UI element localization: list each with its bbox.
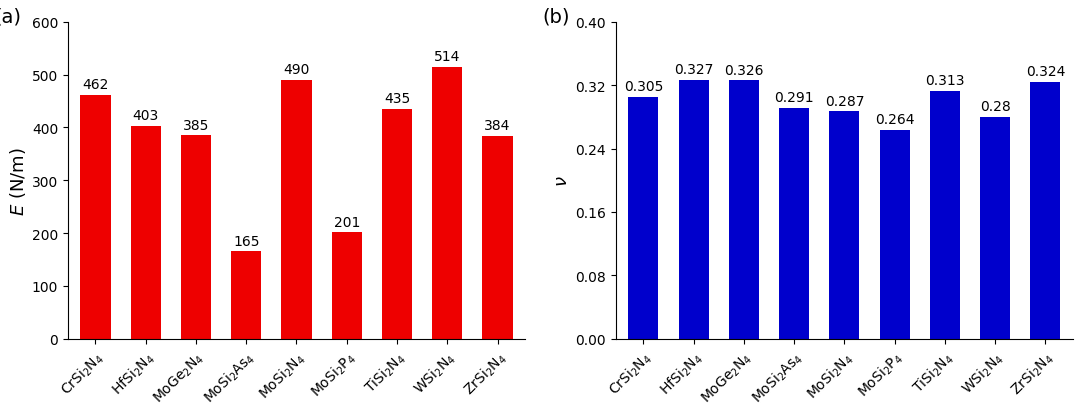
Bar xyxy=(131,126,161,339)
Text: 490: 490 xyxy=(283,63,310,77)
Bar xyxy=(980,118,1010,339)
Text: 403: 403 xyxy=(133,109,159,123)
Text: 384: 384 xyxy=(484,119,511,133)
Bar xyxy=(678,81,708,339)
Bar xyxy=(1030,83,1061,339)
Text: 0.264: 0.264 xyxy=(875,112,915,126)
Text: 201: 201 xyxy=(334,215,360,229)
Bar xyxy=(332,233,362,339)
Text: 0.305: 0.305 xyxy=(623,80,663,94)
Text: 0.327: 0.327 xyxy=(674,63,713,77)
Bar xyxy=(282,81,311,339)
Text: 0.313: 0.313 xyxy=(926,74,964,88)
Text: 0.326: 0.326 xyxy=(724,64,764,78)
Bar xyxy=(231,252,261,339)
Bar xyxy=(779,109,809,339)
Y-axis label: $\nu$: $\nu$ xyxy=(553,175,571,187)
Text: 0.291: 0.291 xyxy=(774,91,814,105)
Text: (b): (b) xyxy=(542,7,570,26)
Text: 385: 385 xyxy=(183,118,210,132)
Bar xyxy=(80,95,110,339)
Bar xyxy=(382,110,413,339)
Bar xyxy=(483,137,513,339)
Text: 0.324: 0.324 xyxy=(1026,65,1065,79)
Text: 0.287: 0.287 xyxy=(825,94,864,108)
Bar xyxy=(180,136,211,339)
Text: 514: 514 xyxy=(434,50,460,64)
Bar xyxy=(930,92,960,339)
Bar xyxy=(729,81,759,339)
Bar xyxy=(829,112,860,339)
Y-axis label: $E$ (N/m): $E$ (N/m) xyxy=(8,147,28,215)
Text: 435: 435 xyxy=(383,92,410,106)
Text: 0.28: 0.28 xyxy=(980,100,1011,114)
Text: (a): (a) xyxy=(0,7,22,26)
Text: 462: 462 xyxy=(82,78,109,92)
Bar xyxy=(629,98,659,339)
Bar xyxy=(879,130,909,339)
Text: 165: 165 xyxy=(233,234,259,248)
Bar xyxy=(432,68,462,339)
